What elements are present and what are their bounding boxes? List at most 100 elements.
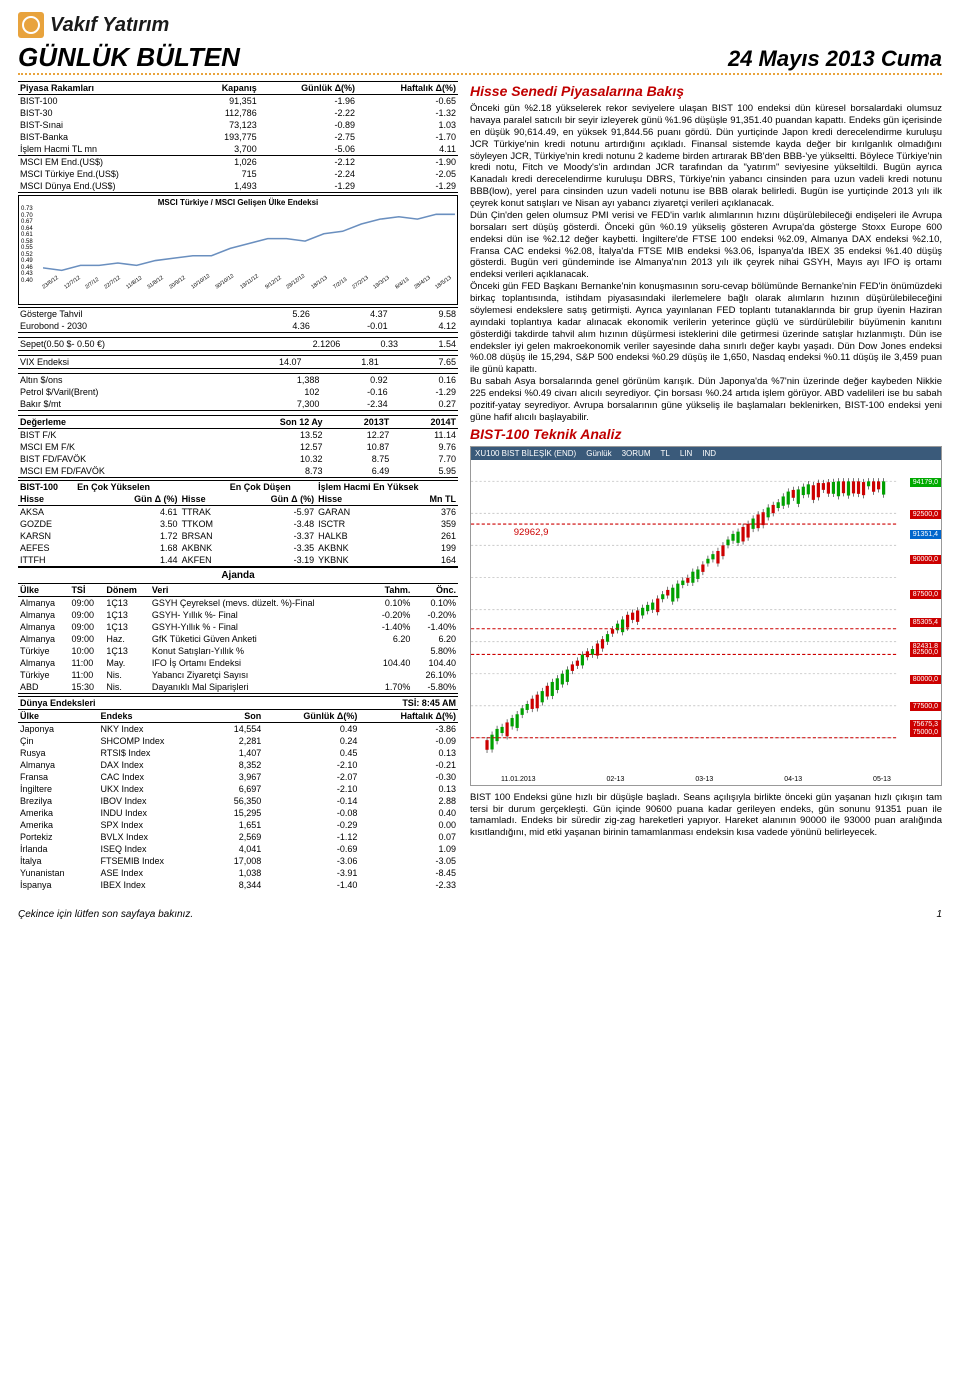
cell (370, 669, 413, 681)
col-label: 2014T (391, 416, 458, 429)
cell: 14.07 (208, 356, 303, 369)
cell: BVLX Index (98, 831, 211, 843)
col-label: Değerleme (18, 416, 219, 429)
table-row: AmerikaSPX Index1,651-0.290.00 (18, 819, 458, 831)
table-row: FransaCAC Index3,967-2.07-0.30 (18, 771, 458, 783)
title-row: GÜNLÜK BÜLTEN 24 Mayıs 2013 Cuma (18, 42, 942, 75)
cell: 1,026 (193, 156, 259, 169)
cell: 1.03 (357, 119, 458, 131)
cell: -1.32 (357, 107, 458, 119)
bonds-table: Gösterge Tahvil5.264.379.58Eurobond - 20… (18, 307, 458, 333)
cell: GfK Tüketici Güven Anketi (150, 633, 370, 645)
y-tick: 0.73 (21, 206, 33, 212)
cell: İspanya (18, 879, 98, 891)
cell: GOZDE (18, 518, 75, 530)
cell: 15,295 (211, 807, 263, 819)
table-row: İngiltereUKX Index6,697-2.100.13 (18, 783, 458, 795)
table-row: BIST-Sınai73,123-0.891.03 (18, 119, 458, 131)
cell (370, 645, 413, 657)
cell: NKY Index (98, 723, 211, 736)
cell: 1,407 (211, 747, 263, 759)
cell: 1.54 (400, 338, 458, 351)
table-row: İtalyaFTSEMIB Index17,008-3.06-3.05 (18, 855, 458, 867)
cell: 14,554 (211, 723, 263, 736)
cell: 26.10% (412, 669, 458, 681)
cell: 0.24 (263, 735, 359, 747)
cell: Konut Satışları-Yıllık % (150, 645, 370, 657)
price-tag: 91351,4 (910, 530, 941, 539)
cell: MSCI EM End.(US$) (18, 156, 193, 169)
cell: 0.16 (390, 374, 458, 387)
price-tag: 94179,0 (910, 478, 941, 487)
col-label: Önc. (412, 584, 458, 597)
right-column: Hisse Senedi Piyasalarına Bakış Önceki g… (470, 81, 942, 891)
table-row: MSCI Dünya End.(US$)1,493-1.29-1.29 (18, 180, 458, 193)
cell: -3.86 (359, 723, 458, 736)
cell: INDU Index (98, 807, 211, 819)
x-tick: 05-13 (873, 776, 891, 783)
cell: 112,786 (193, 107, 259, 119)
table-row: AlmanyaDAX Index8,352-2.10-0.21 (18, 759, 458, 771)
cell: -0.20% (370, 609, 413, 621)
cell: 7,300 (247, 398, 321, 411)
table-row: MSCI Türkiye End.(US$)715-2.24-2.05 (18, 168, 458, 180)
cell: Almanya (18, 657, 69, 669)
cell: Yabancı Ziyaretçi Sayısı (150, 669, 370, 681)
cell: -0.21 (359, 759, 458, 771)
bulletin-title: GÜNLÜK BÜLTEN (18, 42, 240, 73)
cell: 6,697 (211, 783, 263, 795)
cell: 15:30 (69, 681, 104, 694)
col-label: Mn TL (393, 493, 458, 506)
table-row: YunanistanASE Index1,038-3.91-8.45 (18, 867, 458, 879)
footer: Çekince için lütfen son sayfaya bakınız.… (18, 909, 942, 920)
cell: -2.34 (321, 398, 389, 411)
cell: -2.05 (357, 168, 458, 180)
price-tag: 75000,0 (910, 728, 941, 737)
cell: Almanya (18, 759, 98, 771)
tech-chart-header: XU100 BIST BİLEŞİK (END) Günlük 3ORUM TL… (471, 447, 941, 460)
price-tag: 90000,0 (910, 555, 941, 564)
cell: GSYH- Yıllık %- Final (150, 609, 370, 621)
cell: MSCI EM F/K (18, 441, 219, 453)
cell: Eurobond - 2030 (18, 320, 244, 333)
cell: YKBNK (316, 554, 393, 567)
table-row: Eurobond - 20304.36-0.014.12 (18, 320, 458, 333)
cell: İtalya (18, 855, 98, 867)
y-tick: 0.43 (21, 271, 33, 277)
cell: -3.48 (228, 518, 316, 530)
cell: Altın $/ons (18, 374, 247, 387)
cell: 4.37 (312, 308, 390, 321)
col-label: Hisse (180, 493, 228, 506)
cell: Nis. (104, 681, 150, 694)
movers-table: BIST-100 En Çok Yükselen En Çok Düşen İş… (18, 480, 458, 567)
cell: ISCTR (316, 518, 393, 530)
table-row: BrezilyaIBOV Index56,350-0.142.88 (18, 795, 458, 807)
table-row: AEFES1.68AKBNK-3.35AKBNK199 (18, 542, 458, 554)
table-row: MSCI EM F/K12.5710.879.76 (18, 441, 458, 453)
market-table: Piyasa Rakamları Kapanış Günlük Δ(%) Haf… (18, 81, 458, 193)
table-row: ITTFH1.44AKFEN-3.19YKBNK164 (18, 554, 458, 567)
paragraph: Bu sabah Asya borsalarında genel görünüm… (470, 376, 942, 424)
tech-header-item: TL (660, 449, 669, 458)
cell: -3.05 (359, 855, 458, 867)
cell: Almanya (18, 597, 69, 610)
cell: CAC Index (98, 771, 211, 783)
cell: 0.13 (359, 747, 458, 759)
cell: AEFES (18, 542, 75, 554)
cell: 2,281 (211, 735, 263, 747)
world-tsi: TSİ: 8:45 AM (263, 697, 458, 710)
col-label: En Çok Düşen (228, 481, 316, 494)
table-row: BIST F/K13.5212.2711.14 (18, 429, 458, 442)
cell: MSCI Türkiye End.(US$) (18, 168, 193, 180)
cell: 1.81 (303, 356, 380, 369)
msci-ratio-chart: MSCI Türkiye / MSCI Gelişen Ülke Endeksi… (18, 195, 458, 305)
world-indices-table: Dünya Endeksleri TSİ: 8:45 AM Ülke Endek… (18, 696, 458, 891)
cell: SPX Index (98, 819, 211, 831)
col-label: Son 12 Ay (219, 416, 325, 429)
cell: 0.40 (359, 807, 458, 819)
cell: TTKOM (180, 518, 228, 530)
cell: 1Ç13 (104, 621, 150, 633)
cell: 7.70 (391, 453, 458, 465)
table-row: KARSN1.72BRSAN-3.37HALKB261 (18, 530, 458, 542)
cell: -2.75 (259, 131, 357, 143)
